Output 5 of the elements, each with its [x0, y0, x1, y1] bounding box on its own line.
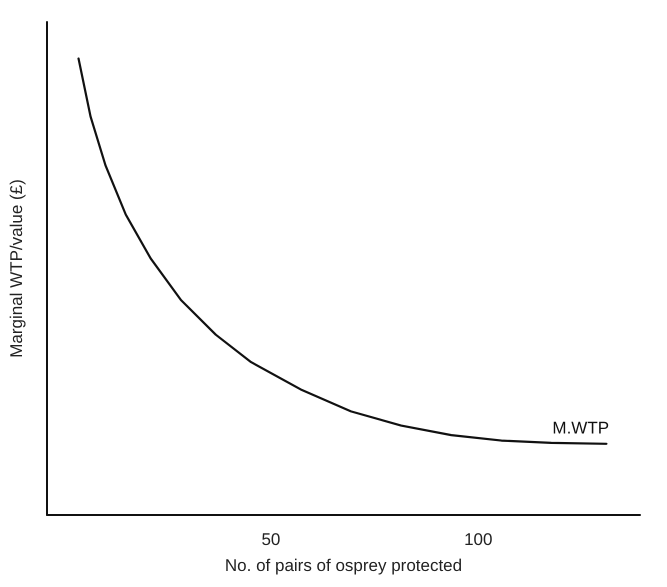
y-axis-title: Marginal WTP/value (£) — [7, 179, 26, 358]
x-tick-label: 100 — [464, 530, 492, 549]
x-axis-title: No. of pairs of osprey protected — [224, 556, 462, 575]
series-label: M.WTP — [552, 418, 610, 438]
x-tick-label: 50 — [261, 530, 280, 549]
